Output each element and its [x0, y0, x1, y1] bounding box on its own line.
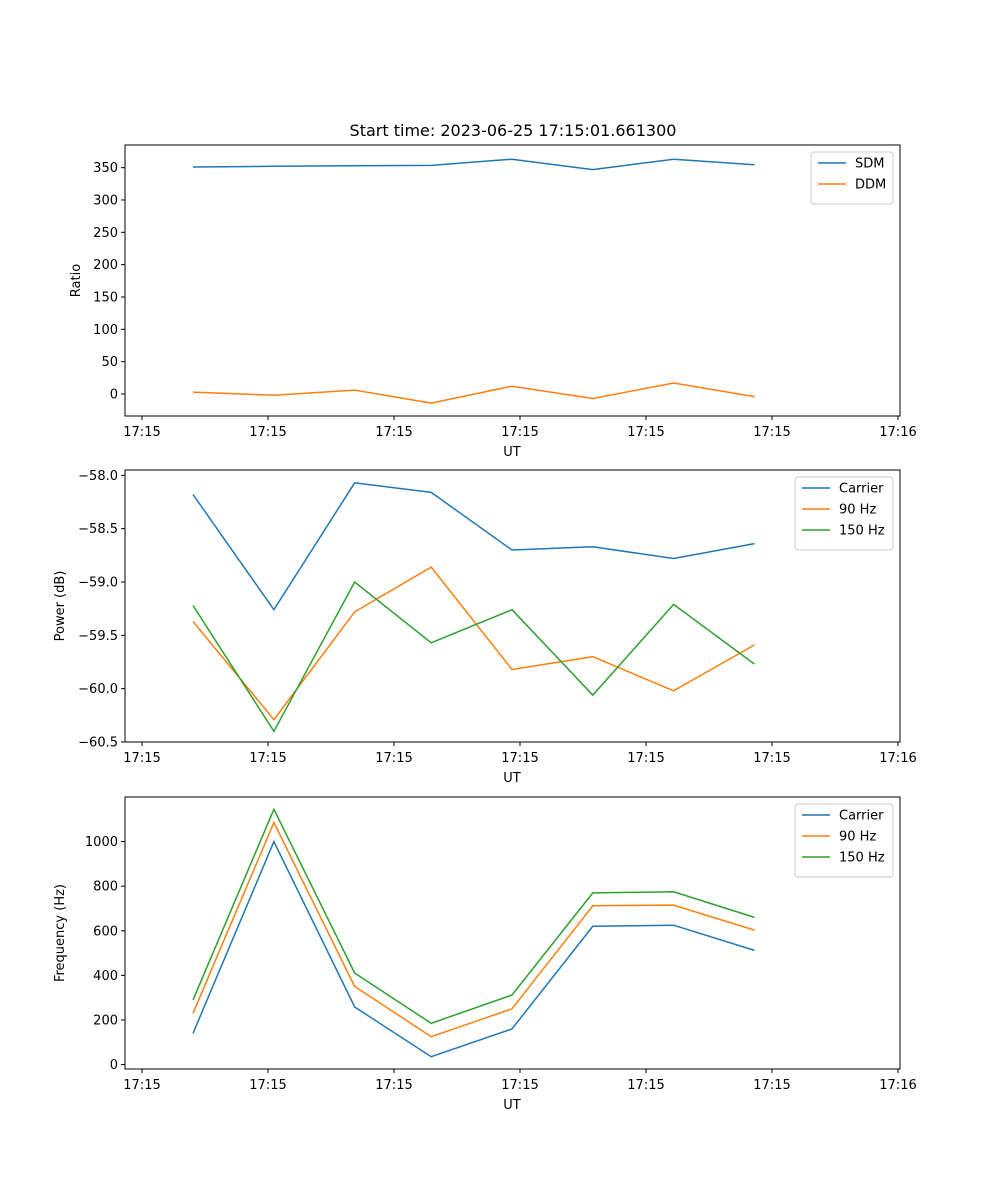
legend-label: 90 Hz — [839, 503, 876, 518]
x-tick-label: 17:15 — [249, 425, 286, 440]
y-tick-label: −59.5 — [78, 629, 118, 644]
y-tick-label: 200 — [93, 1013, 118, 1028]
y-tick-label: 250 — [93, 226, 118, 241]
x-tick-label: 17:16 — [879, 1078, 916, 1093]
y-tick-label: 350 — [93, 161, 118, 176]
y-tick-label: 150 — [93, 290, 118, 305]
legend-box — [794, 476, 894, 551]
legend: SDM DDM — [810, 151, 894, 205]
y-tick-label: 200 — [93, 258, 118, 273]
legend-label: SDM — [855, 157, 884, 172]
x-tick-label: 17:15 — [627, 1078, 664, 1093]
legend-label: 90 Hz — [839, 830, 876, 845]
x-axis-label: UT — [503, 771, 521, 786]
figure-title: Start time: 2023-06-25 17:15:01.661300 — [350, 121, 677, 140]
x-tick-label: 17:15 — [501, 751, 538, 766]
legend-label: 150 Hz — [839, 851, 885, 866]
series-line-90-hz — [192, 820, 755, 1038]
x-tick-label: 17:15 — [249, 1078, 286, 1093]
y-tick-label: −60.5 — [78, 736, 118, 751]
x-tick-label: 17:15 — [123, 425, 160, 440]
series-line-sdm — [192, 158, 755, 171]
series-line-90-hz — [192, 566, 755, 721]
y-tick-label: 50 — [101, 355, 118, 370]
y-tick-label: 0 — [110, 1058, 118, 1073]
legend-label: DDM — [855, 178, 886, 193]
legend-box — [810, 151, 894, 205]
x-tick-label: 17:15 — [375, 1078, 412, 1093]
legend-label: Carrier — [839, 809, 884, 824]
legend-label: 150 Hz — [839, 524, 885, 539]
series-line-ddm — [192, 382, 755, 404]
x-tick-label: 17:15 — [753, 1078, 790, 1093]
y-tick-label: 400 — [93, 969, 118, 984]
legend: Carrier 90 Hz 150 Hz — [794, 803, 894, 878]
x-tick-label: 17:15 — [375, 751, 412, 766]
legend-label: Carrier — [839, 482, 884, 497]
y-tick-label: 1000 — [85, 835, 118, 850]
x-axis-label: UT — [503, 1098, 521, 1113]
y-tick-label: −58.0 — [78, 469, 118, 484]
x-tick-label: 17:15 — [123, 751, 160, 766]
x-tick-label: 17:15 — [375, 425, 412, 440]
y-tick-label: −60.0 — [78, 682, 118, 697]
x-tick-label: 17:15 — [123, 1078, 160, 1093]
y-axis-label: Frequency (Hz) — [53, 884, 68, 982]
y-tick-label: −59.0 — [78, 576, 118, 591]
plot-frame — [124, 469, 901, 743]
series-line-150-hz — [192, 807, 755, 1025]
x-tick-label: 17:15 — [627, 751, 664, 766]
x-tick-label: 17:15 — [753, 425, 790, 440]
series-line-150-hz — [192, 580, 755, 733]
plot-frame — [124, 796, 901, 1070]
y-tick-label: 300 — [93, 193, 118, 208]
y-tick-label: −58.5 — [78, 522, 118, 537]
x-tick-label: 17:16 — [879, 425, 916, 440]
chart-panel-2: 17:15 17:15 17:15 17:15 17:15 17:15 17:16 −58.0… — [53, 469, 917, 786]
x-tick-label: 17:16 — [879, 751, 916, 766]
chart-panel-3: 17:15 17:15 17:15 17:15 17:15 17:15 17:16 0 200 4… — [53, 796, 917, 1113]
plot-frame — [124, 144, 901, 417]
y-tick-label: 800 — [93, 880, 118, 895]
legend-box — [794, 803, 894, 878]
y-axis-label: Ratio — [69, 264, 84, 297]
series-line-carrier — [192, 839, 755, 1058]
series-line-carrier — [192, 481, 755, 612]
legend: Carrier 90 Hz 150 Hz — [794, 476, 894, 551]
x-tick-label: 17:15 — [501, 425, 538, 440]
y-tick-label: 100 — [93, 323, 118, 338]
x-axis-label: UT — [503, 445, 521, 460]
y-tick-label: 600 — [93, 924, 118, 939]
chart-panel-1: 17:15 17:15 17:15 17:15 17:15 17:15 17:16 0 50 10… — [69, 144, 917, 460]
x-tick-label: 17:15 — [627, 425, 664, 440]
x-tick-label: 17:15 — [501, 1078, 538, 1093]
x-tick-label: 17:15 — [753, 751, 790, 766]
x-tick-label: 17:15 — [249, 751, 286, 766]
y-axis-label: Power (dB) — [53, 571, 68, 642]
y-tick-label: 0 — [110, 388, 118, 403]
